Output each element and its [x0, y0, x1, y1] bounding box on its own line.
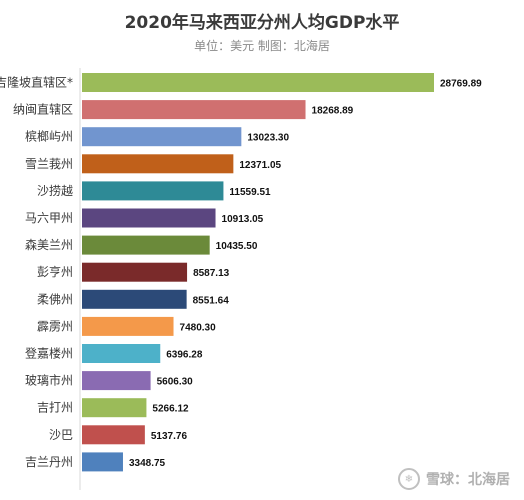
category-label: 柔佛州: [37, 292, 73, 306]
value-label: 12371.05: [239, 160, 281, 171]
value-label: 5137.76: [151, 431, 188, 442]
watermark-text: 雪球：北海居: [426, 472, 510, 488]
category-label: 登嘉楼州: [25, 346, 73, 361]
value-label: 7480.30: [180, 322, 217, 333]
value-label: 5606.30: [157, 377, 194, 388]
category-label: 霹雳州: [37, 319, 73, 333]
bar: [82, 452, 123, 472]
value-label: 10913.05: [222, 214, 264, 225]
bar: [82, 289, 187, 309]
value-label: 28769.89: [440, 79, 482, 90]
bar: [82, 100, 306, 120]
bar: [82, 316, 174, 336]
bar: [82, 73, 434, 92]
category-label: 沙巴: [49, 428, 73, 442]
category-label: 纳闽直辖区: [13, 102, 73, 117]
category-label: 吉隆坡直辖区*: [0, 75, 73, 90]
category-label: 森美兰州: [25, 237, 73, 252]
value-label: 18268.89: [312, 106, 354, 117]
watermark: ❄ 雪球：北海居: [398, 468, 510, 490]
category-label: 槟榔屿州: [25, 129, 73, 144]
category-label: 吉兰丹州: [25, 455, 73, 469]
category-label: 雪兰莪州: [25, 157, 73, 171]
chart-subtitle: 单位：美元 制图：北海居: [194, 39, 330, 53]
value-label: 8587.13: [193, 268, 230, 279]
value-label: 8551.64: [193, 295, 230, 306]
value-label: 6396.28: [166, 350, 203, 361]
value-label: 13023.30: [247, 133, 289, 144]
bar: [82, 262, 188, 282]
value-label: 5266.12: [152, 404, 189, 415]
category-label: 沙捞越: [37, 184, 73, 198]
bar: [82, 344, 161, 363]
bar: [82, 127, 242, 147]
snowball-logo-icon: ❄: [398, 468, 420, 490]
bar: [82, 371, 151, 391]
category-label: 彭亨州: [37, 264, 73, 279]
category-label: 马六甲州: [25, 211, 73, 225]
category-label: 玻璃市州: [25, 373, 73, 388]
bar: [82, 398, 147, 418]
value-label: 10435.50: [216, 241, 258, 252]
bar: [82, 154, 234, 174]
category-label: 吉打州: [37, 401, 73, 415]
bar: [82, 235, 210, 255]
bar: [82, 425, 145, 445]
bar: [82, 181, 224, 201]
chart-title: 2020年马来西亚分州人均GDP水平: [124, 13, 400, 33]
value-label: 11559.51: [229, 187, 271, 198]
value-label: 3348.75: [129, 458, 166, 469]
bar: [82, 208, 216, 228]
